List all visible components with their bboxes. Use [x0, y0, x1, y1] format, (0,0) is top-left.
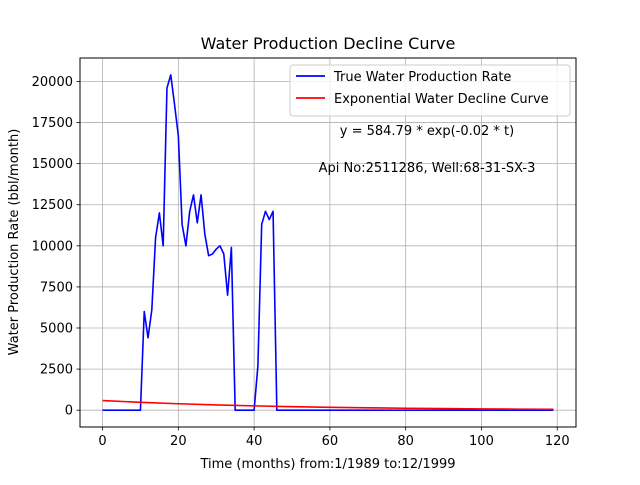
series-layer: [102, 74, 554, 411]
equation-annotation: y = 584.79 * exp(-0.02 * t): [340, 124, 514, 139]
x-tick-label: 0: [98, 434, 106, 449]
well-annotation: Api No:2511286, Well:68-31-SX-3: [319, 161, 536, 176]
x-tick-label: 120: [545, 434, 570, 449]
x-axis-label: Time (months) from:1/1989 to:12/1999: [199, 457, 455, 472]
y-axis-label: Water Production Rate (bbl/month): [7, 129, 22, 356]
y-tick-label: 20000: [32, 75, 73, 90]
y-tick-label: 2500: [40, 363, 73, 378]
x-tick-label: 40: [246, 434, 263, 449]
y-tick-label: 7500: [40, 280, 73, 295]
y-tick-label: 12500: [32, 198, 73, 213]
legend-label-true-rate: True Water Production Rate: [333, 70, 511, 85]
y-tick-label: 10000: [32, 239, 73, 254]
y-tick-label: 15000: [32, 157, 73, 172]
legend-frame: [289, 64, 571, 117]
grid-lines: [80, 58, 576, 427]
y-tick-label: 0: [65, 404, 73, 419]
x-tick-label: 20: [170, 434, 187, 449]
legend: True Water Production Rate Exponential W…: [289, 64, 571, 117]
x-tick-label: 80: [397, 434, 414, 449]
y-tick-label: 17500: [32, 116, 73, 131]
plot-area-frame: [79, 57, 577, 428]
legend-label-decline-curve: Exponential Water Decline Curve: [334, 92, 549, 107]
x-tick-label: 60: [322, 434, 339, 449]
y-tick-label: 5000: [40, 322, 73, 337]
true-water-production-rate-line: [102, 74, 554, 411]
axis-ticks: 0 20 40 60 80 100 120 0 2500 5000 7500 10000 12500 15…: [32, 75, 570, 449]
exponential-decline-curve-line: [102, 399, 554, 411]
x-tick-label: 100: [469, 434, 494, 449]
chart-title: Water Production Decline Curve: [201, 34, 456, 53]
